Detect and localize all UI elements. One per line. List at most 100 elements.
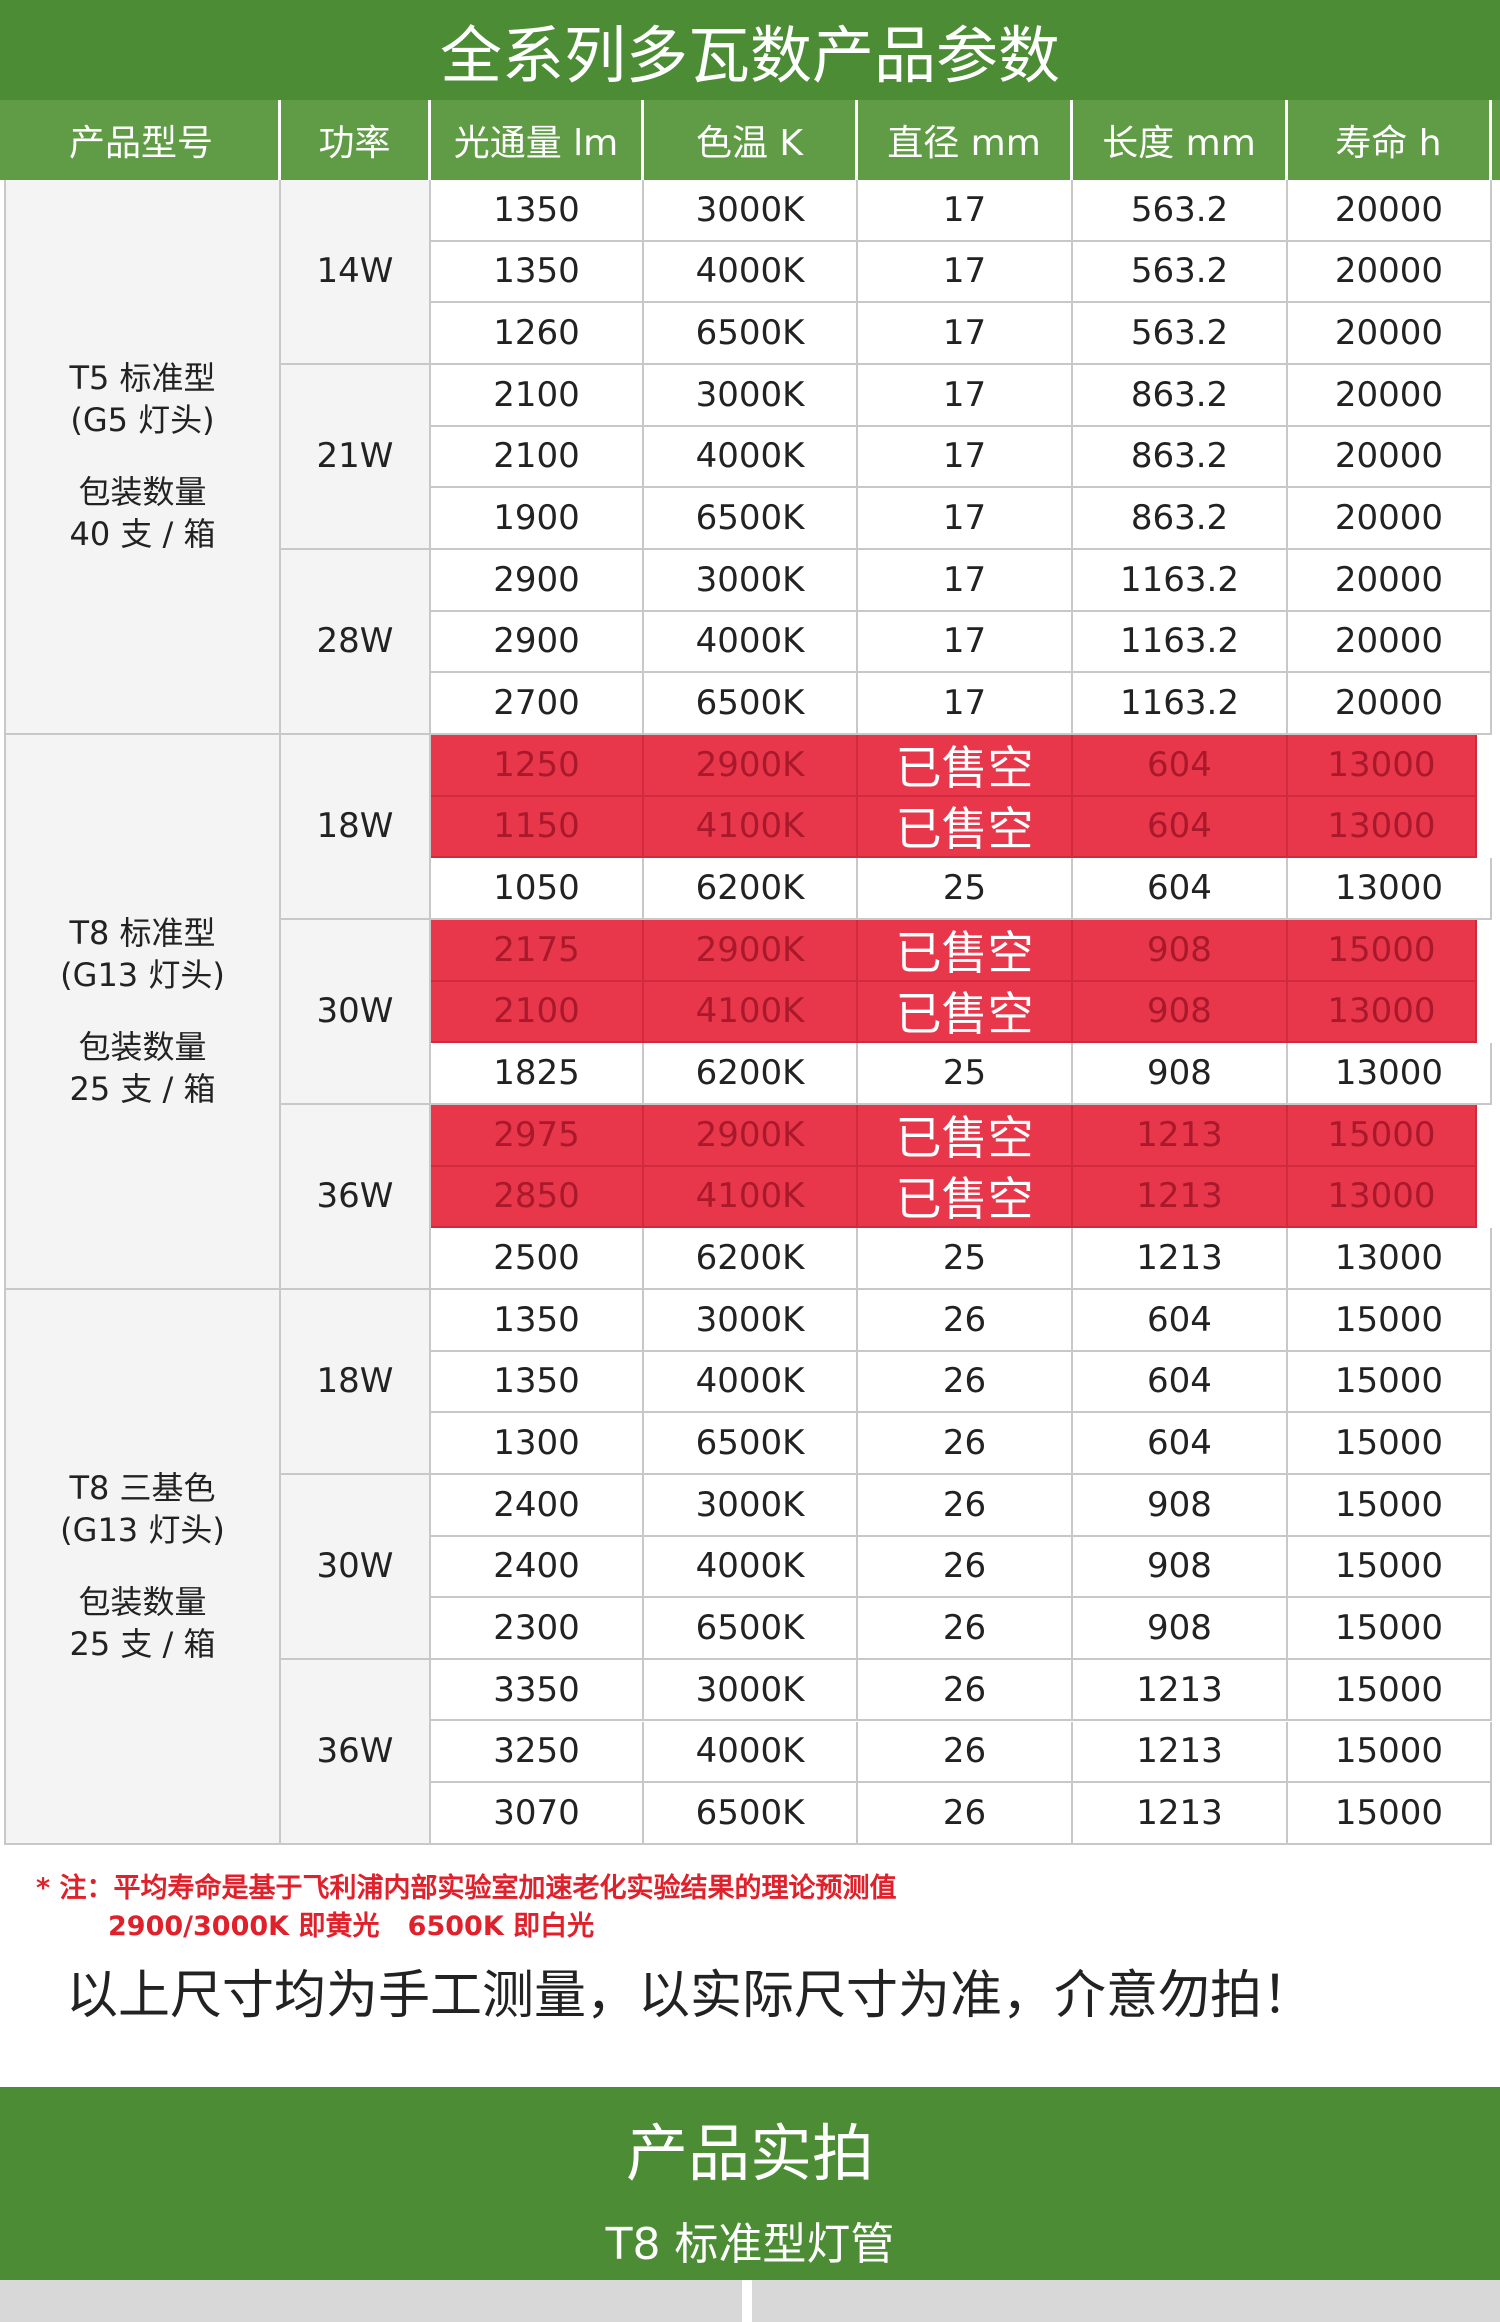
data-cell: 15000: [1288, 1474, 1492, 1537]
data-cell: 604: [1073, 1351, 1288, 1414]
data-cell: 2900K: [644, 734, 858, 797]
data-cell: 4100K: [644, 796, 858, 859]
data-cell: 15000: [1288, 1351, 1492, 1414]
data-cell: 3000K: [644, 1474, 858, 1537]
data-cell: 4000K: [644, 611, 858, 674]
data-cell: 17: [858, 549, 1073, 612]
data-cell: 1900: [431, 488, 644, 550]
data-cell: 908: [1073, 1598, 1288, 1660]
power-cell: 18W: [281, 1289, 431, 1475]
data-cell: 15000: [1288, 1783, 1492, 1845]
data-cell: 2900K: [644, 919, 858, 982]
data-cell: 1350: [431, 1351, 644, 1414]
group-cell: T8 标准型 (G13 灯头) 包装数量 25 支 / 箱: [4, 734, 281, 1290]
power-cell: 14W: [281, 180, 431, 365]
data-cell: 2500: [431, 1228, 644, 1290]
data-cell: 17: [858, 364, 1073, 427]
data-cell: 20000: [1288, 180, 1492, 242]
divider: [742, 2280, 752, 2322]
data-cell: 1250: [431, 734, 644, 797]
data-cell: 13000: [1288, 1228, 1492, 1290]
data-cell: 563.2: [1073, 303, 1288, 365]
group-cell: T8 三基色 (G13 灯头) 包装数量 25 支 / 箱: [4, 1289, 281, 1845]
data-cell: 26: [858, 1536, 1073, 1599]
data-cell: 26: [858, 1474, 1073, 1537]
data-cell: 17: [858, 673, 1073, 735]
data-cell: 1300: [431, 1413, 644, 1475]
data-cell: 908: [1073, 919, 1288, 982]
data-cell: 6200K: [644, 1228, 858, 1290]
data-cell: 563.2: [1073, 241, 1288, 304]
sold-out-label: 已售空: [858, 1104, 1073, 1167]
power-cell: 30W: [281, 1474, 431, 1660]
group-base: (G13 灯头): [60, 1511, 225, 1550]
header-cell: 直径 mm: [858, 100, 1073, 180]
data-cell: 604: [1073, 796, 1288, 859]
data-cell: 26: [858, 1413, 1073, 1475]
power-cell: 18W: [281, 734, 431, 920]
group-pack-label: 包装数量: [78, 1583, 207, 1622]
data-cell: 2100: [431, 981, 644, 1044]
data-cell: 17: [858, 241, 1073, 304]
data-cell: 908: [1073, 1536, 1288, 1599]
sold-out-label: 已售空: [858, 981, 1073, 1044]
data-cell: 6500K: [644, 1783, 858, 1845]
data-cell: 2900: [431, 549, 644, 612]
data-cell: 4100K: [644, 981, 858, 1044]
data-cell: 1163.2: [1073, 611, 1288, 674]
data-cell: 908: [1073, 1043, 1288, 1105]
data-cell: 25: [858, 1228, 1073, 1290]
data-cell: 17: [858, 303, 1073, 365]
group-pack: 40 支 / 箱: [69, 515, 216, 554]
data-cell: 3070: [431, 1783, 644, 1845]
data-cell: 6500K: [644, 1598, 858, 1660]
data-cell: 15000: [1288, 1598, 1492, 1660]
sold-out-label: 已售空: [858, 1166, 1073, 1229]
data-cell: 604: [1073, 734, 1288, 797]
data-cell: 2900: [431, 611, 644, 674]
data-cell: 1213: [1073, 1104, 1288, 1167]
data-cell: 3250: [431, 1721, 644, 1784]
sold-out-label: 已售空: [858, 796, 1073, 859]
sold-out-label: 已售空: [858, 919, 1073, 982]
data-cell: 25: [858, 1043, 1073, 1105]
data-cell: 1150: [431, 796, 644, 859]
data-cell: 604: [1073, 1413, 1288, 1475]
data-cell: 15000: [1288, 1413, 1492, 1475]
data-cell: 563.2: [1073, 180, 1288, 242]
data-cell: 13000: [1288, 858, 1492, 920]
data-cell: 6500K: [644, 488, 858, 550]
data-cell: 20000: [1288, 488, 1492, 550]
title: 全系列多瓦数产品参数: [0, 0, 1500, 100]
data-cell: 1350: [431, 180, 644, 242]
header-cell: 寿命 h: [1288, 100, 1492, 180]
data-cell: 3000K: [644, 549, 858, 612]
data-cell: 4000K: [644, 241, 858, 304]
disclaimer: 以上尺寸均为手工测量，以实际尺寸为准，介意勿拍！: [66, 1965, 1315, 2026]
data-cell: 1163.2: [1073, 673, 1288, 735]
data-cell: 20000: [1288, 364, 1492, 427]
data-cell: 2100: [431, 426, 644, 489]
data-cell: 604: [1073, 858, 1288, 920]
data-cell: 13000: [1288, 796, 1477, 859]
data-cell: 26: [858, 1289, 1073, 1352]
data-cell: 15000: [1288, 1659, 1492, 1722]
data-cell: 1213: [1073, 1228, 1288, 1290]
header-cell: 产品型号: [4, 100, 281, 180]
data-cell: 863.2: [1073, 364, 1288, 427]
data-cell: 6200K: [644, 858, 858, 920]
data-cell: 17: [858, 611, 1073, 674]
data-cell: 3000K: [644, 364, 858, 427]
data-cell: 863.2: [1073, 426, 1288, 489]
data-cell: 20000: [1288, 549, 1492, 612]
data-cell: 26: [858, 1659, 1073, 1722]
group-base: (G13 灯头): [60, 956, 225, 995]
group-pack-label: 包装数量: [78, 1028, 207, 1067]
data-cell: 3000K: [644, 180, 858, 242]
group-pack: 25 支 / 箱: [69, 1070, 216, 1109]
data-cell: 15000: [1288, 1289, 1492, 1352]
data-cell: 2175: [431, 919, 644, 982]
section-band: [0, 2087, 1500, 2280]
header-bar: [0, 100, 1500, 180]
